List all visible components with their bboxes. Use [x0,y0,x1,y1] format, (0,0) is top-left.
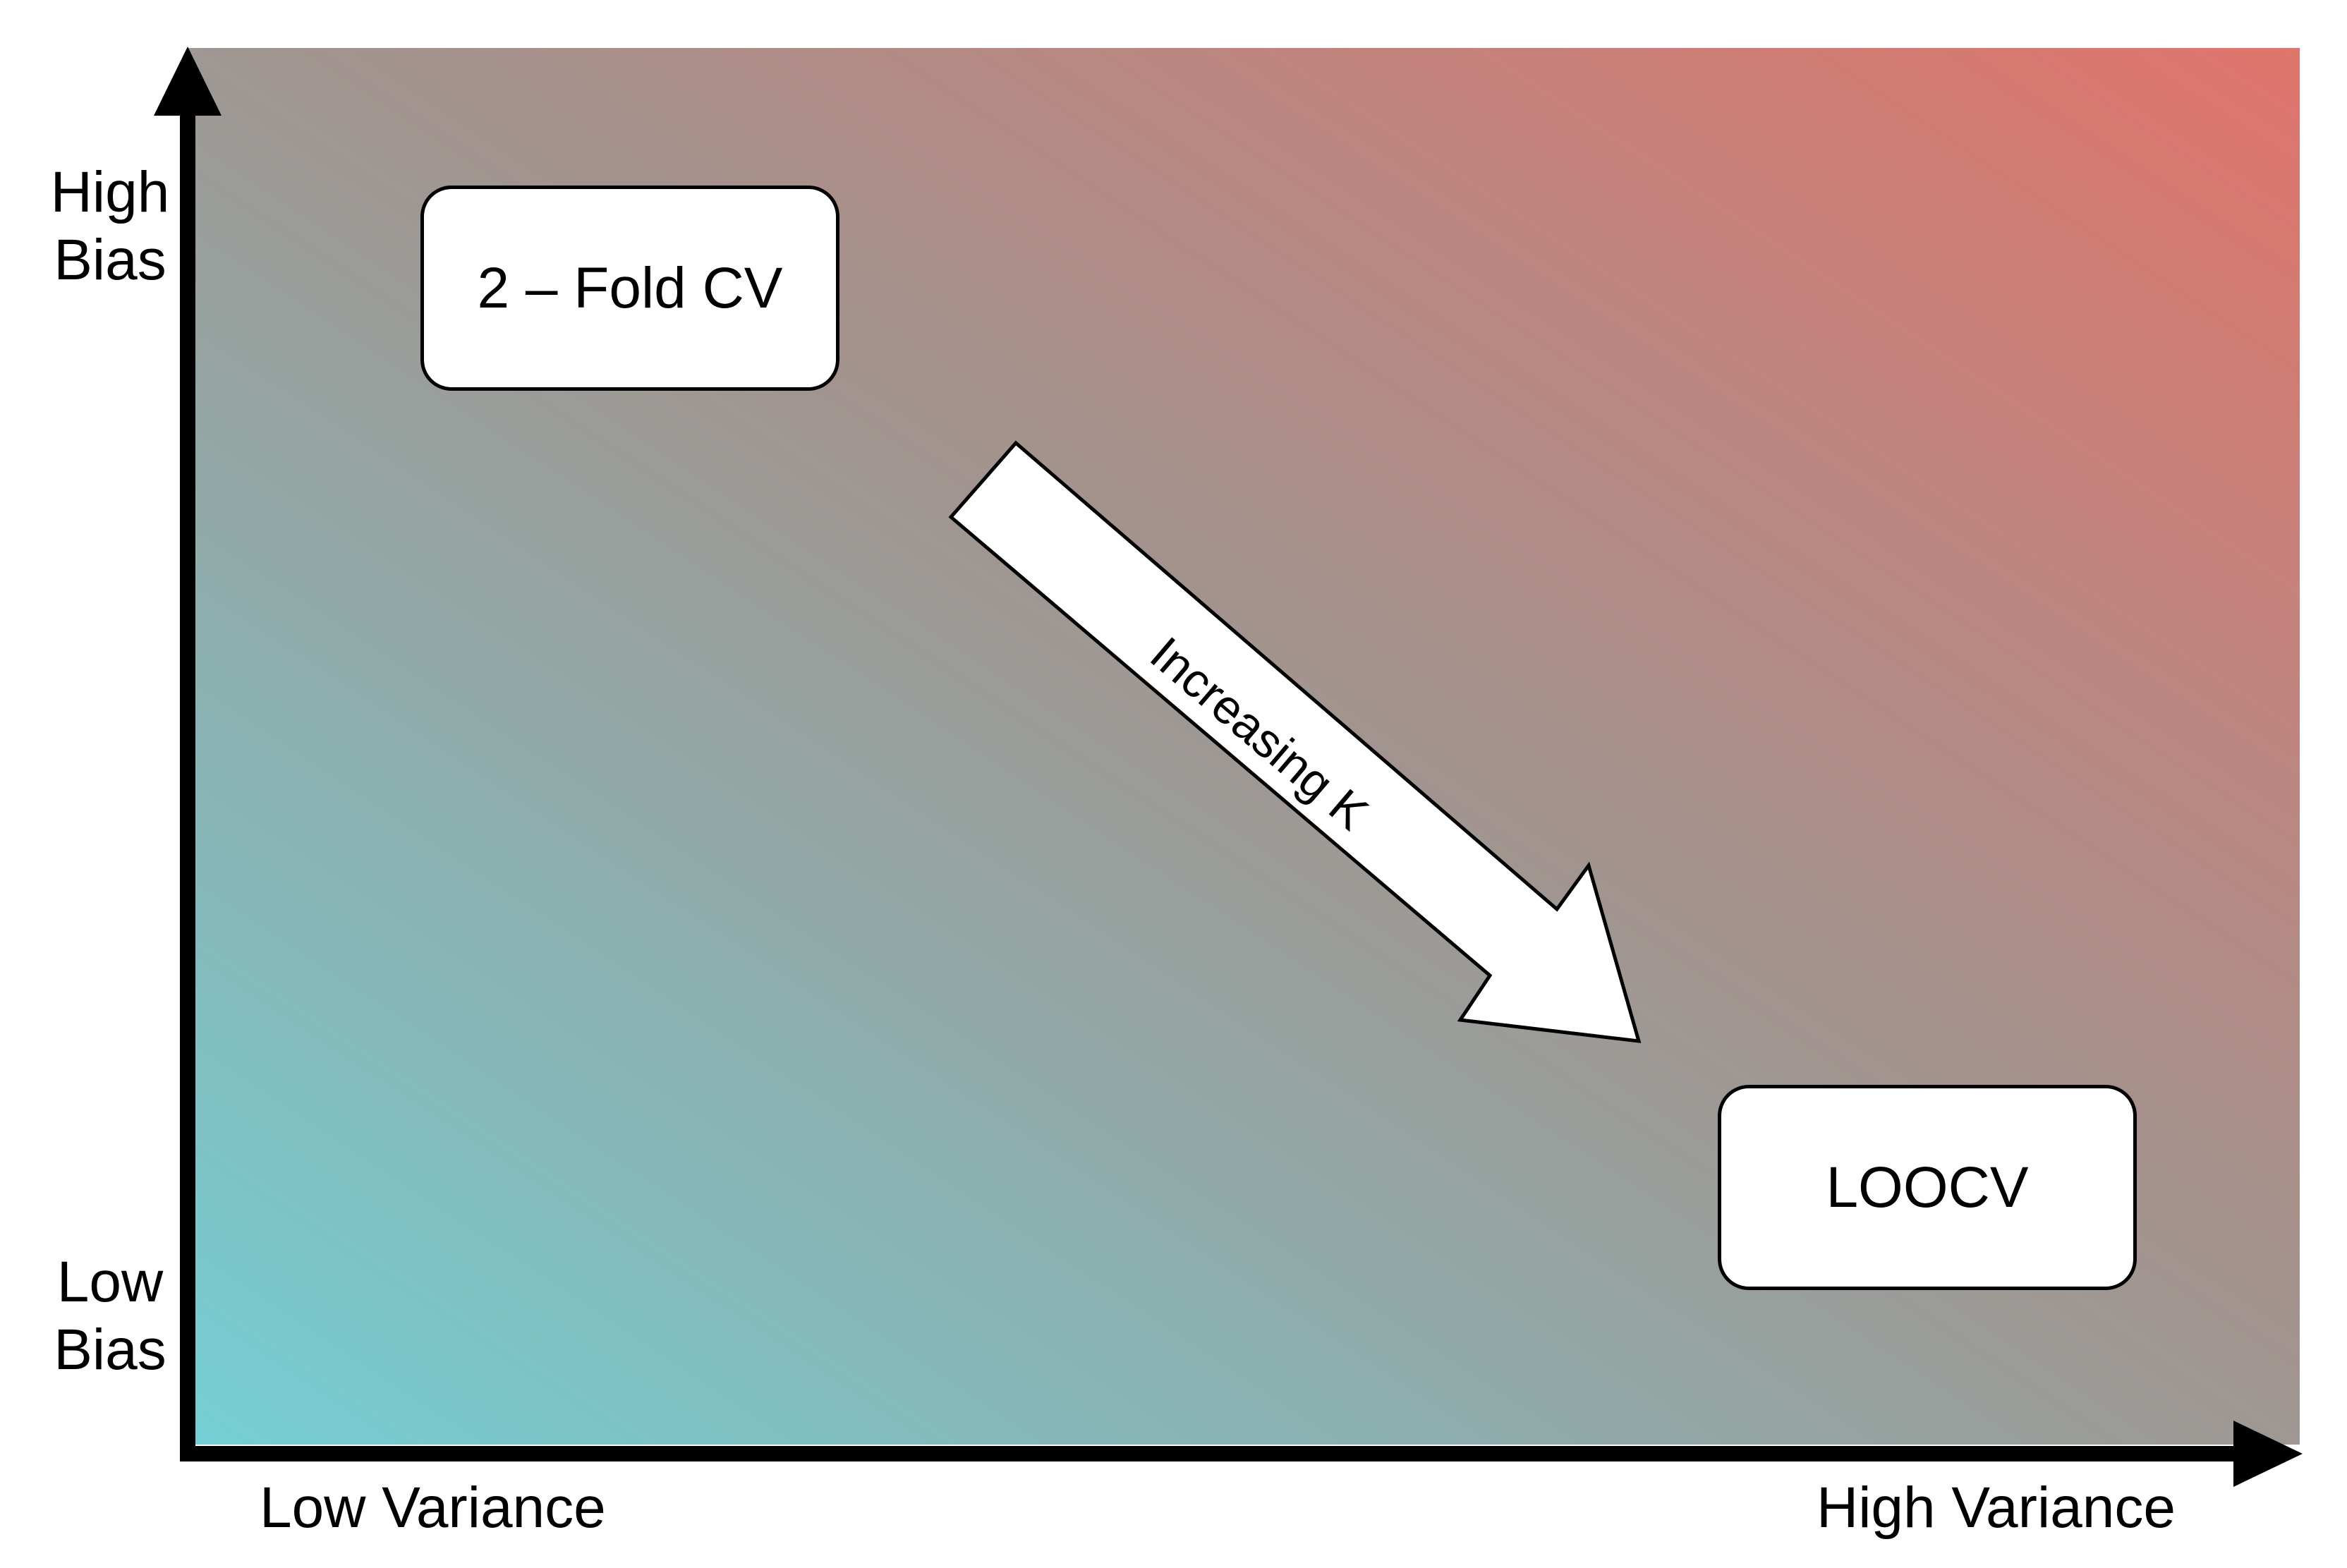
x-axis-line [180,1446,2247,1461]
y-low-line1: Low [56,1250,164,1314]
loocv-box: LOOCV [1718,1085,2137,1290]
increasing-k-arrow [948,440,1642,1043]
two-fold-cv-box: 2 – Fold CV [420,186,839,391]
y-high-line2: Bias [54,228,166,292]
y-axis-high-bias-label: High Bias [40,159,181,294]
x-axis-high-variance-label: High Variance [1817,1476,2176,1540]
x-axis-arrowhead [2233,1421,2303,1487]
y-axis-arrowhead [154,47,222,116]
y-axis-line [180,99,195,1460]
y-low-line2: Bias [54,1318,166,1382]
y-axis-low-bias-label: Low Bias [40,1248,181,1384]
x-axis-low-variance-label: Low Variance [260,1476,606,1540]
y-high-line1: High [50,160,170,224]
